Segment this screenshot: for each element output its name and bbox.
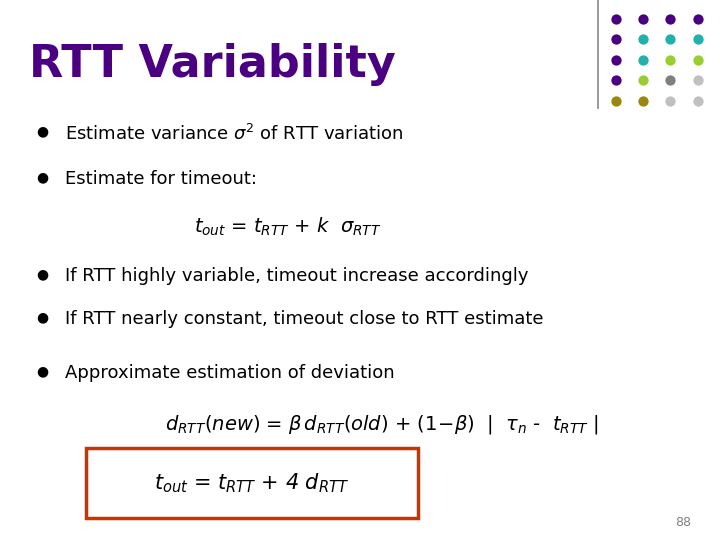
Point [610, 35, 621, 44]
Text: ●: ● [36, 170, 48, 184]
Text: Estimate for timeout:: Estimate for timeout: [65, 170, 257, 188]
Text: If RTT nearly constant, timeout close to RTT estimate: If RTT nearly constant, timeout close to… [65, 310, 544, 328]
Point [665, 56, 676, 64]
Text: ●: ● [36, 310, 48, 325]
Point [610, 56, 621, 64]
Point [637, 76, 649, 85]
Point [692, 56, 703, 64]
Point [637, 15, 649, 23]
Point [665, 97, 676, 105]
Point [665, 35, 676, 44]
Point [692, 15, 703, 23]
Text: ●: ● [36, 267, 48, 281]
Point [637, 97, 649, 105]
Text: $t_{out}$ = $t_{RTT}$ + 4 $d_{RTT}$: $t_{out}$ = $t_{RTT}$ + 4 $d_{RTT}$ [154, 471, 350, 495]
Point [692, 76, 703, 85]
Text: Approximate estimation of deviation: Approximate estimation of deviation [65, 364, 395, 382]
Point [692, 35, 703, 44]
Text: $d_{RTT}(new)$ = $\beta\, d_{RTT}(old)$ + $(1\!-\!\beta)$  |  $\tau_n$ -  $t_{RT: $d_{RTT}(new)$ = $\beta\, d_{RTT}(old)$ … [165, 413, 598, 436]
Text: If RTT highly variable, timeout increase accordingly: If RTT highly variable, timeout increase… [65, 267, 528, 285]
Text: ●: ● [36, 124, 48, 138]
Text: $t_{out}$ = $t_{RTT}$ + $k$  $\sigma_{RTT}$: $t_{out}$ = $t_{RTT}$ + $k$ $\sigma_{RTT… [194, 216, 382, 238]
Text: ●: ● [36, 364, 48, 379]
Point [692, 97, 703, 105]
Point [637, 56, 649, 64]
Point [610, 15, 621, 23]
Point [665, 15, 676, 23]
Text: Estimate variance $\sigma^2$ of RTT variation: Estimate variance $\sigma^2$ of RTT vari… [65, 124, 403, 144]
Text: RTT Variability: RTT Variability [29, 43, 395, 86]
Point [610, 76, 621, 85]
Point [665, 76, 676, 85]
Point [610, 97, 621, 105]
Text: 88: 88 [675, 516, 691, 529]
FancyBboxPatch shape [86, 448, 418, 518]
Point [637, 35, 649, 44]
